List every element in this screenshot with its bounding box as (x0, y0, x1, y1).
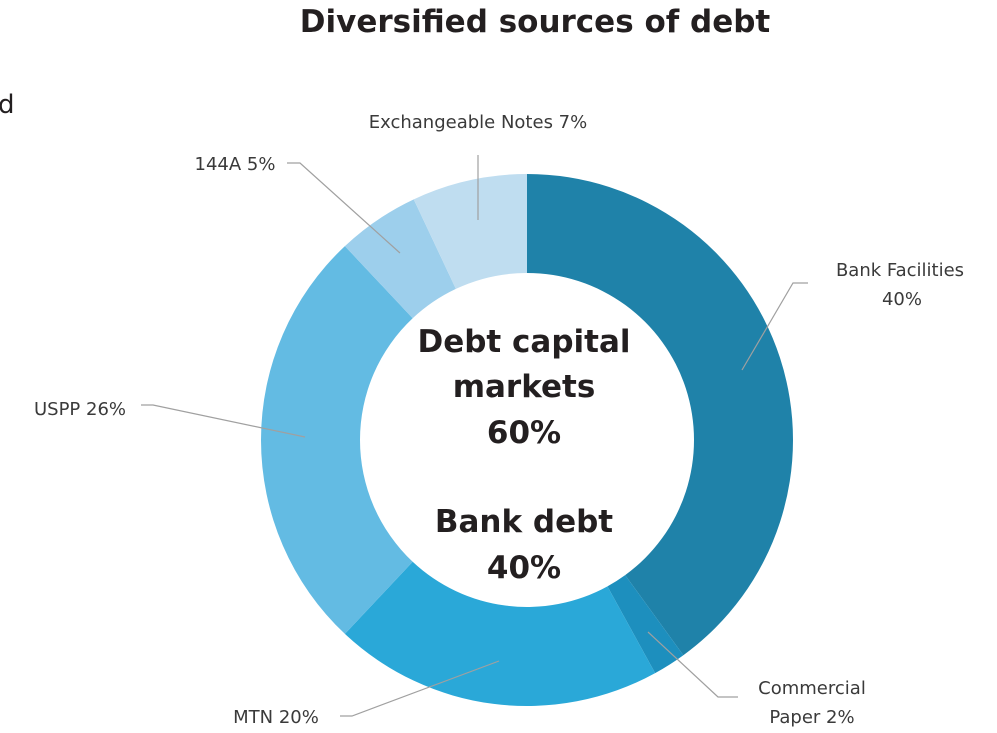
center-label: Bank debt (435, 504, 613, 540)
leader-line-bank-facilities (741, 282, 808, 371)
slice-label-uspp: USPP 26% (34, 399, 126, 420)
slice-label-commercial-paper: Paper 2% (769, 707, 854, 728)
leader-line-mtn (340, 660, 500, 717)
center-label: markets (453, 369, 596, 405)
slice-label-mtn: MTN 20% (233, 707, 319, 728)
slice-label-bank-facilities: Bank Facilities (836, 260, 964, 281)
leader-line-144a (287, 162, 401, 254)
leader-line-uspp (141, 404, 306, 438)
slice-label-commercial-paper: Commercial (758, 678, 866, 699)
slice-label-exchangeable-notes: Exchangeable Notes 7% (369, 112, 587, 133)
cropped-text-fragment: d (0, 90, 15, 120)
slice-bank-facilities (527, 174, 793, 656)
slice-label-bank-facilities: 40% (882, 289, 922, 310)
leader-line-commercial-paper (647, 631, 738, 698)
slice-mtn (344, 561, 656, 707)
center-label: Debt capital (417, 324, 630, 360)
slice-exchangeable-notes (413, 174, 527, 289)
chart-title: Diversified sources of debt (299, 4, 771, 40)
center-label: 60% (487, 415, 561, 451)
slice-label-144a: 144A 5% (195, 154, 276, 175)
slice-uspp (260, 246, 413, 634)
slice-commercial-paper (607, 575, 684, 674)
center-label: 40% (487, 550, 561, 586)
